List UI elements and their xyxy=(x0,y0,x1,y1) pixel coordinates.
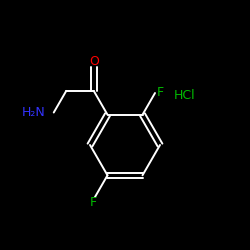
Text: F: F xyxy=(90,196,97,209)
Text: O: O xyxy=(89,55,99,68)
Text: F: F xyxy=(157,86,164,98)
Text: HCl: HCl xyxy=(174,89,196,102)
Text: H₂N: H₂N xyxy=(21,106,45,119)
